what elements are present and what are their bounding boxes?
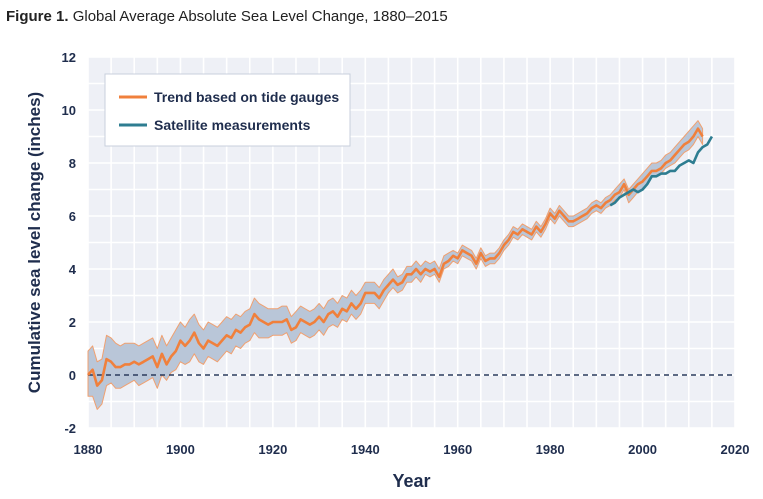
y-tick-label: 6 (69, 209, 76, 224)
y-tick-label: 0 (69, 368, 76, 383)
y-tick-label: 4 (69, 262, 77, 277)
legend-box (104, 73, 351, 147)
uncertainty-band (87, 120, 704, 410)
x-axis-label: Year (392, 471, 430, 491)
y-tick-label: 8 (69, 156, 76, 171)
x-tick-label: 1940 (351, 442, 380, 457)
x-tick-label: 1900 (166, 442, 195, 457)
satellite-line (609, 135, 714, 207)
x-tick-label: 1980 (536, 442, 565, 457)
x-axis-ticks: 1880 1900 1920 1940 1960 1980 2000 2020 (74, 442, 750, 457)
legend-label-tide: Trend based on tide gauges (154, 89, 339, 105)
y-axis-label: Cumulative sea level change (inches) (25, 92, 44, 393)
x-tick-label: 2000 (628, 442, 657, 457)
figure-label: Figure 1. (6, 8, 69, 25)
figure-title: Figure 1. Global Average Absolute Sea Le… (6, 8, 448, 25)
legend: Trend based on tide gauges Satellite mea… (104, 73, 351, 147)
y-tick-label: 12 (62, 50, 76, 65)
y-tick-label: 10 (62, 103, 76, 118)
y-tick-label: -2 (64, 421, 76, 436)
y-axis-ticks: -2 0 2 4 6 8 10 12 (62, 50, 77, 436)
x-tick-label: 1920 (258, 442, 287, 457)
figure-title-text: Global Average Absolute Sea Level Change… (72, 8, 448, 25)
x-tick-label: 1880 (74, 442, 103, 457)
x-tick-label: 1960 (443, 442, 472, 457)
tide-gauge-trend-line (87, 127, 704, 387)
x-tick-label: 2020 (721, 442, 750, 457)
legend-label-satellite: Satellite measurements (154, 117, 311, 133)
y-tick-label: 2 (69, 315, 76, 330)
